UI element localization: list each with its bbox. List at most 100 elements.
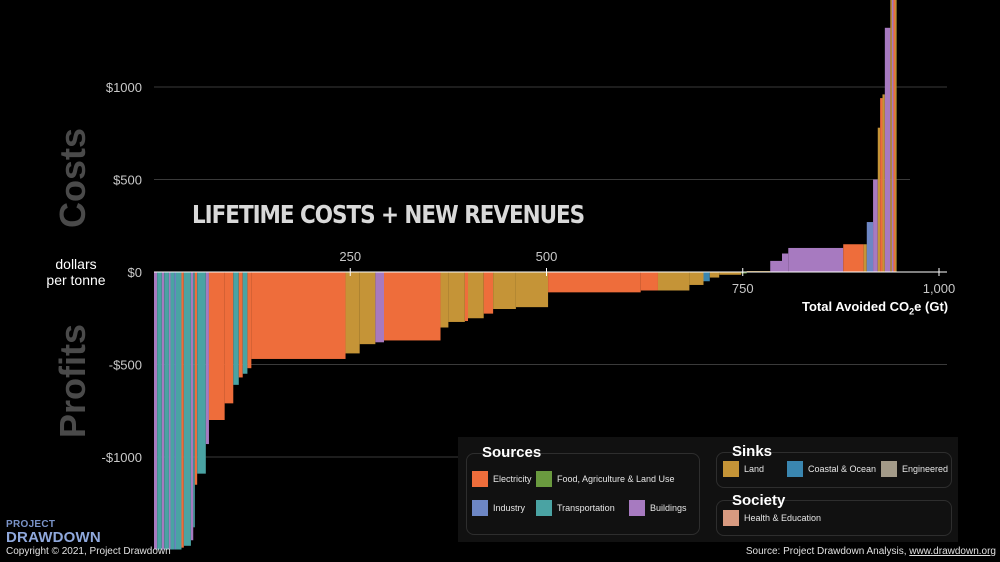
legend-label-coastal: Coastal & Ocean (808, 464, 877, 474)
y-tick-label: $1000 (106, 80, 142, 95)
bar-transportation (175, 272, 182, 550)
bar-buildings (891, 0, 894, 272)
x-axis-label-main: Total Avoided CO (802, 299, 910, 314)
bar-land (440, 272, 449, 328)
source-citation: Source: Project Drawdown Analysis, www.d… (746, 546, 996, 557)
bar-electricity (880, 98, 883, 272)
bar-transportation (157, 272, 162, 550)
legend-label-land: Land (744, 464, 765, 474)
x-tick-label: 750 (732, 281, 754, 296)
bar-electricity (238, 272, 243, 378)
legend-item-electricity: Electricity (472, 471, 532, 487)
bar-buildings (884, 27, 891, 272)
legend-swatch-health (723, 510, 739, 526)
bar-land (877, 127, 881, 272)
legend-item-food: Food, Agriculture & Land Use (536, 471, 675, 487)
bar-industry (174, 272, 176, 550)
y-axis-unit-label: dollars per tonne (34, 256, 118, 288)
bar-electricity (181, 272, 184, 548)
x-tick-label: 250 (339, 249, 361, 264)
bar-land (719, 272, 742, 275)
legend-label-buildings: Buildings (650, 503, 687, 513)
source-prefix: Source: Project Drawdown Analysis, (745, 546, 910, 557)
bar-electricity (640, 272, 658, 291)
project-drawdown-logo: PROJECT DRAWDOWN (6, 519, 101, 546)
bar-land (493, 272, 516, 309)
logo-top-text: PROJECT (6, 519, 56, 530)
bar-buildings (190, 272, 194, 541)
bar-land (863, 244, 867, 272)
chart-title: LIFETIME COSTS + NEW REVENUES (192, 200, 585, 229)
bar-land (448, 272, 465, 322)
y-tick-label: -$1000 (102, 450, 142, 465)
bar-transportation (242, 272, 248, 374)
y-tick-label: $0 (128, 265, 142, 280)
bar-electricity (208, 272, 225, 420)
legend-swatch-buildings (629, 500, 645, 516)
source-link[interactable]: www.drawdown.org (909, 546, 996, 557)
legend-item-buildings: Buildings (629, 500, 687, 516)
bar-electricity (224, 272, 234, 404)
bar-transportation (193, 272, 195, 528)
legend-swatch-food (536, 471, 552, 487)
y-axis-unit-line1: dollars (55, 256, 97, 272)
y-tick-labels: $1000 $500 $0 -$500 -$1000 (102, 80, 142, 465)
legend-swatch-electricity (472, 471, 488, 487)
legend-label-transportation: Transportation (557, 503, 615, 513)
legend-sinks-heading: Sinks (732, 443, 773, 460)
bar-electricity (483, 272, 494, 314)
bar-land (890, 0, 892, 272)
x-tick-labels: 250 500 750 1,000 (339, 249, 955, 296)
legend-society-box (716, 500, 952, 536)
bar-electricity (384, 272, 441, 341)
bar-food (741, 272, 747, 274)
bar-transportation (164, 272, 169, 550)
bar-buildings (782, 253, 789, 272)
legend: Sources Electricity Food, Agriculture & … (458, 437, 958, 542)
bar-land (657, 272, 690, 291)
legend-swatch-coastal (787, 461, 803, 477)
x-axis-label: Total Avoided CO2e (Gt) (802, 299, 948, 317)
legend-label-health: Health & Education (744, 513, 822, 523)
x-tick-label: 1,000 (923, 281, 956, 296)
legend-label-food: Food, Agriculture & Land Use (557, 474, 675, 484)
x-tick-label: 500 (536, 249, 558, 264)
legend-label-electricity: Electricity (493, 474, 532, 484)
bar-buildings (161, 272, 165, 550)
bar-buildings (205, 272, 209, 445)
bar-land (468, 272, 484, 319)
bar-electricity (247, 272, 252, 369)
y-tick-label: -$500 (109, 358, 142, 373)
y-tick-label: $500 (113, 173, 142, 188)
legend-item-land: Land (723, 461, 764, 477)
bar-land (515, 272, 549, 308)
legend-sources-box (466, 453, 700, 535)
bar-electricity (464, 272, 468, 322)
bar-buildings (770, 260, 783, 272)
bar-buildings (375, 272, 384, 343)
legend-item-coastal: Coastal & Ocean (787, 461, 876, 477)
bar-buildings (788, 247, 844, 272)
bar-land (689, 272, 704, 285)
bar-electricity (843, 244, 864, 272)
legend-sinks-box (716, 452, 952, 488)
x-axis-label-subscript: 2 (909, 306, 915, 317)
bar-transportation (170, 272, 175, 550)
bar-electricity (194, 272, 198, 485)
bar-buildings (154, 272, 158, 550)
bar-transportation (183, 272, 191, 546)
bar-buildings (168, 272, 171, 550)
bar-industry (866, 222, 874, 272)
bar-coastal (703, 272, 710, 282)
legend-item-transportation: Transportation (536, 500, 615, 516)
bar-electricity (251, 272, 346, 359)
logo-bottom-text: DRAWDOWN (6, 529, 101, 546)
axes (154, 268, 947, 276)
bar-land (345, 272, 360, 354)
bar-land (895, 0, 897, 272)
legend-label-engineered: Engineered (902, 464, 949, 474)
legend-sources-heading: Sources (482, 444, 542, 461)
x-axis-label-tail: e (Gt) (914, 299, 949, 314)
profits-axis-label: Profits (52, 324, 93, 438)
